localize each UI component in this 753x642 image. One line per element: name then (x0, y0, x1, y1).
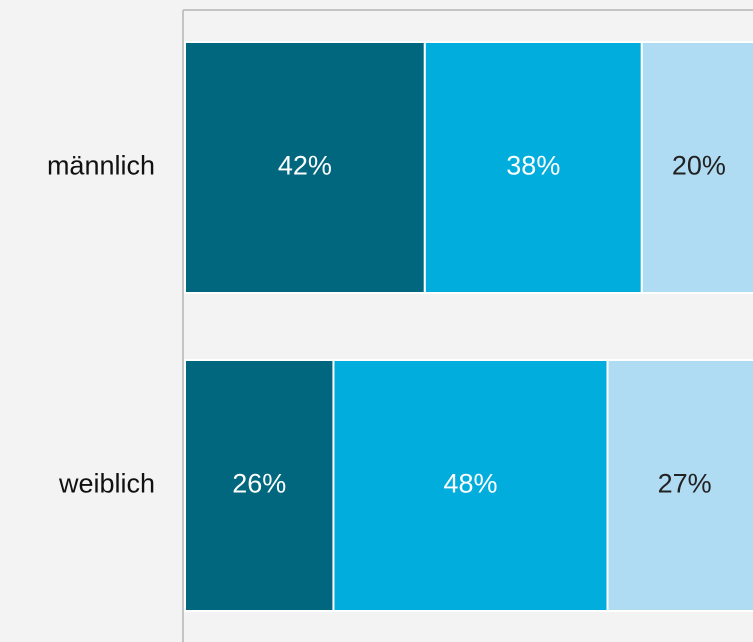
bar-segment (640, 41, 753, 294)
bar-segment (332, 359, 609, 612)
bar-segment (606, 359, 753, 612)
category-label: männlich (47, 151, 155, 181)
value-label: 42% (278, 151, 332, 181)
value-label: 20% (672, 151, 726, 181)
bar-segment (184, 41, 426, 294)
value-label: 48% (443, 469, 497, 499)
bar-segment (423, 41, 643, 294)
value-label: 38% (506, 151, 560, 181)
value-label: 26% (232, 469, 286, 499)
value-label: 27% (658, 469, 712, 499)
category-label: weiblich (58, 469, 155, 499)
